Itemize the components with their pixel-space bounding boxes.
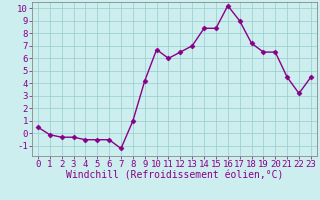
X-axis label: Windchill (Refroidissement éolien,°C): Windchill (Refroidissement éolien,°C) xyxy=(66,171,283,181)
